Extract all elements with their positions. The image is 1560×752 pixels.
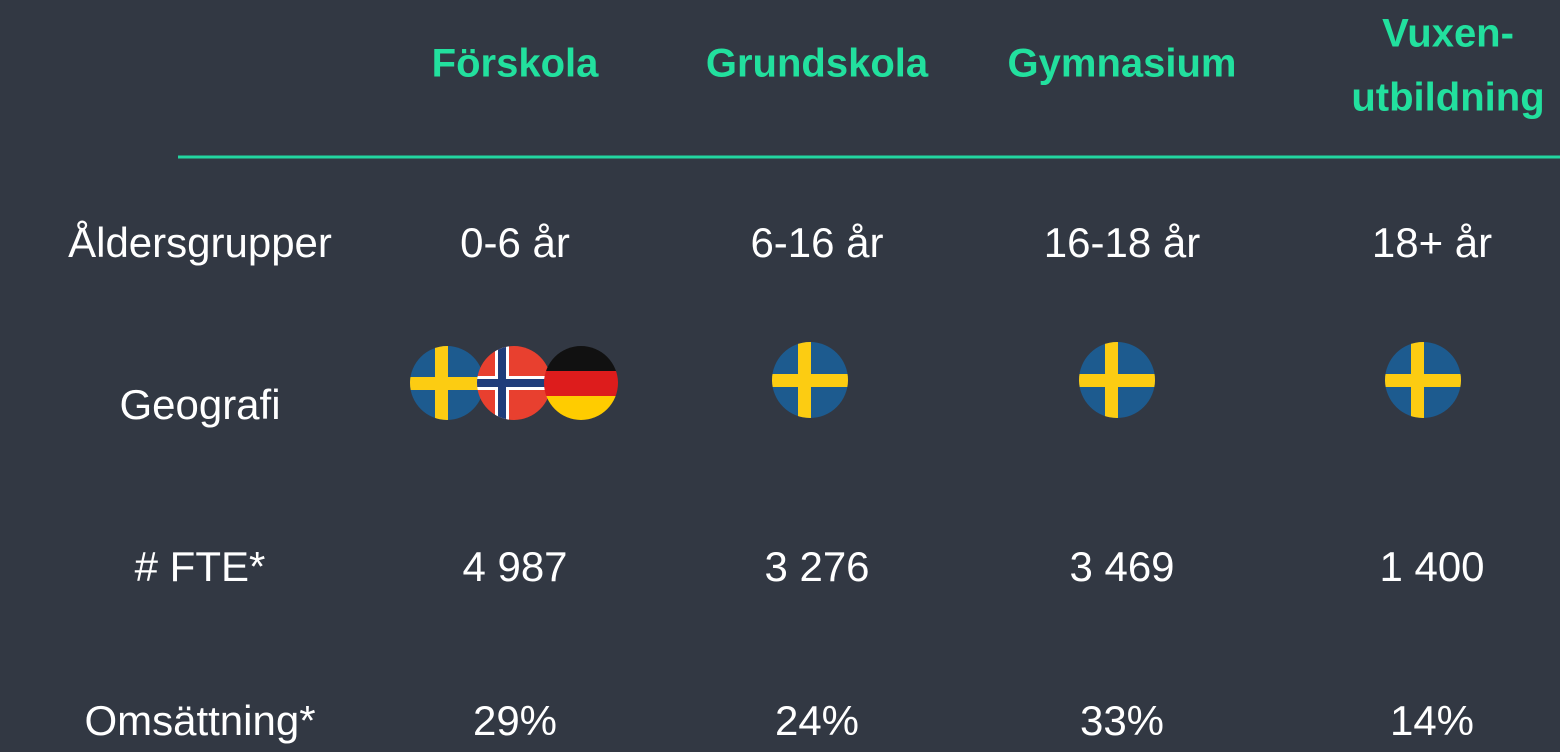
- column-header: Förskola: [432, 42, 599, 86]
- flag-sweden: [410, 346, 484, 420]
- column-header: Grundskola: [706, 42, 929, 86]
- flag-sweden: [1385, 342, 1461, 418]
- cell: 24%: [775, 697, 859, 744]
- cell: 18+ år: [1372, 219, 1492, 266]
- cell: 14%: [1390, 697, 1474, 744]
- row-label: Geografi: [119, 381, 280, 428]
- flag-germany: [544, 346, 618, 420]
- flag-sweden: [1079, 342, 1155, 418]
- cell: 3 276: [764, 543, 869, 590]
- cell: 4 987: [462, 543, 567, 590]
- cell: 0-6 år: [460, 219, 570, 266]
- cell: 1 400: [1379, 543, 1484, 590]
- cell: 6-16 år: [750, 219, 883, 266]
- column-header: Vuxen-: [1382, 12, 1514, 56]
- flag-sweden: [772, 342, 848, 418]
- cell: 16-18 år: [1044, 219, 1200, 266]
- row-label: # FTE*: [135, 543, 266, 590]
- cell: 29%: [473, 697, 557, 744]
- cell: 33%: [1080, 697, 1164, 744]
- flag-norway: [477, 346, 551, 420]
- row-label: Åldersgrupper: [68, 219, 332, 266]
- cell: 3 469: [1069, 543, 1174, 590]
- column-header: utbildning: [1351, 76, 1544, 120]
- column-header: Gymnasium: [1008, 42, 1237, 86]
- row-label: Omsättning*: [84, 697, 315, 744]
